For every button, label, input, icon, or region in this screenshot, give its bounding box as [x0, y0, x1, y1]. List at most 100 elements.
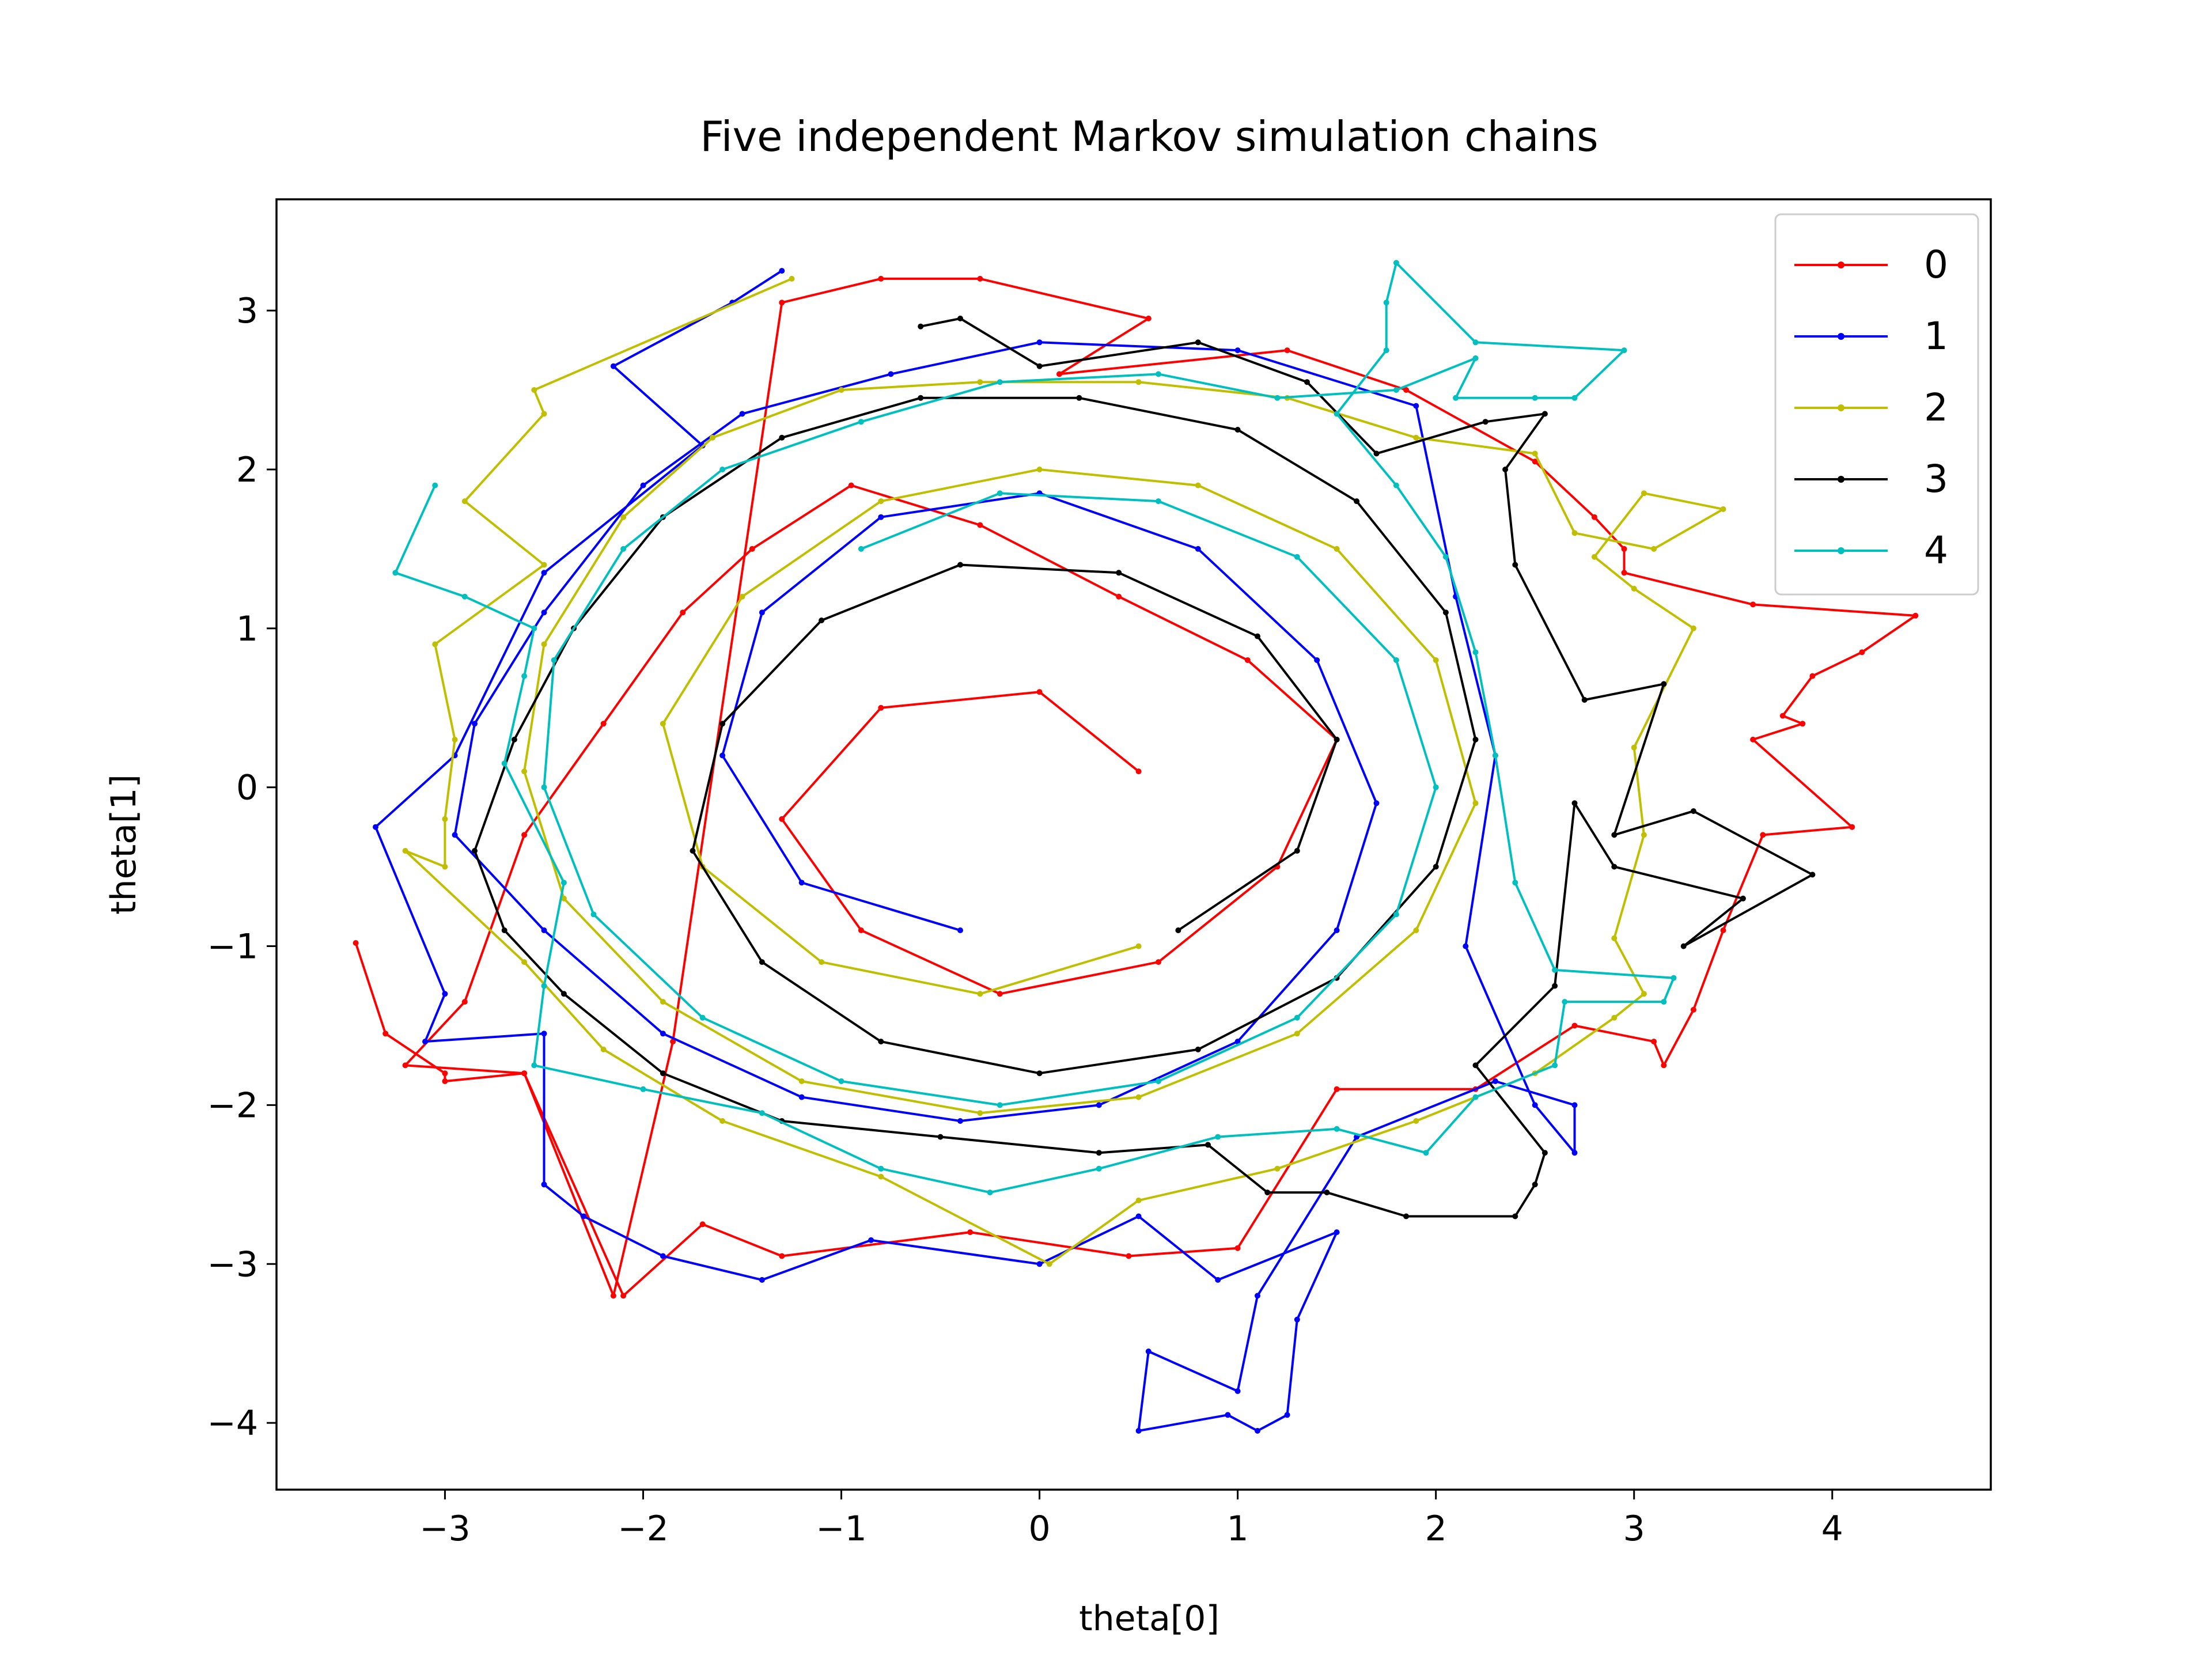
series-1-point: [888, 371, 894, 377]
series-2-point: [819, 959, 825, 965]
series-0-point: [977, 522, 983, 528]
series-4-point: [699, 1014, 706, 1021]
series-3-point: [918, 395, 924, 401]
series-3-point: [1502, 467, 1509, 472]
series-3-point: [719, 721, 726, 727]
series-4-point: [1215, 1134, 1221, 1140]
series-2-point: [600, 1046, 607, 1052]
series-4-point: [1433, 784, 1439, 790]
series-4-point: [1512, 880, 1518, 886]
series-3-point: [918, 323, 924, 329]
chart-title: Five independent Markov simulation chain…: [700, 112, 1598, 161]
series-3-point: [560, 991, 567, 997]
series-4-point: [1661, 999, 1667, 1005]
series-1-point: [452, 832, 458, 838]
series-3-point: [1205, 1142, 1211, 1148]
series-2-point: [977, 379, 983, 385]
series-4-point: [1472, 339, 1479, 346]
series-2-point: [719, 1118, 726, 1124]
series-0-point: [620, 1293, 627, 1299]
series-3-point: [1532, 1181, 1538, 1188]
series-3-point: [1294, 848, 1300, 854]
series-3-point: [1354, 498, 1360, 505]
series-4-point: [1671, 975, 1677, 981]
legend-label-2: 2: [1924, 385, 1948, 430]
series-4-point: [1393, 482, 1399, 488]
series-3-point: [1442, 609, 1449, 616]
series-0-point: [967, 1229, 974, 1236]
series-0-point: [1651, 1039, 1657, 1045]
series-1-point: [640, 482, 646, 488]
series-2-point: [1036, 467, 1043, 472]
series-1-point: [1463, 943, 1469, 949]
series-0-point: [461, 999, 468, 1005]
y-tick-label: −2: [207, 1085, 258, 1126]
series-1-point: [1294, 1316, 1300, 1323]
series-0-point: [779, 300, 785, 306]
series-2-point: [1631, 585, 1637, 592]
series-2-point: [1135, 1197, 1142, 1203]
series-0-point: [1116, 593, 1122, 600]
series-1-point: [798, 880, 805, 886]
series-0-point: [1621, 570, 1627, 576]
series-0-point: [1661, 1062, 1667, 1069]
series-3-point: [1403, 1213, 1410, 1219]
x-tick-label: 0: [1028, 1509, 1050, 1549]
series-0-point: [749, 546, 755, 552]
series-0-point: [521, 1070, 528, 1077]
series-3-point: [690, 848, 696, 854]
series-1-point: [1135, 1427, 1142, 1434]
series-4-point: [1532, 395, 1538, 401]
series-3-point: [1264, 1190, 1271, 1196]
series-0-point: [1720, 927, 1726, 933]
series-2-point: [541, 641, 547, 647]
series-3-point: [1324, 1190, 1330, 1196]
series-1-point: [541, 1031, 547, 1037]
series-4-point: [858, 419, 864, 425]
x-tick-label: 2: [1425, 1509, 1447, 1549]
series-2-point: [432, 641, 438, 647]
series-2-point: [1641, 991, 1647, 997]
series-3-point: [1175, 927, 1181, 933]
series-3-point: [660, 1070, 666, 1077]
series-4-point: [719, 467, 726, 472]
series-1-point: [1145, 1349, 1152, 1354]
series-4-point: [1334, 1126, 1340, 1132]
legend-label-4: 4: [1924, 528, 1948, 573]
series-line-3: [474, 317, 1814, 1218]
series-4-point: [997, 379, 1003, 385]
series-1-point: [957, 927, 963, 933]
x-tick-label: −1: [816, 1509, 866, 1549]
series-3-point: [501, 927, 507, 933]
series-3-point: [1036, 1070, 1043, 1077]
series-4-point: [1294, 554, 1300, 560]
series-1-point: [1571, 1150, 1578, 1156]
series-4-point: [1472, 1094, 1479, 1100]
series-0-point: [1056, 371, 1062, 377]
series-4-point: [1156, 1078, 1161, 1084]
series-0-point: [1126, 1253, 1132, 1259]
series-layer: [353, 260, 1919, 1434]
series-1-point: [1036, 339, 1043, 346]
series-1-point: [541, 609, 547, 616]
series-3-point: [1195, 339, 1201, 346]
series-2-point: [1274, 1165, 1281, 1172]
series-2-point: [660, 999, 666, 1005]
series-4-point: [432, 482, 438, 488]
series-3-point: [511, 736, 517, 743]
series-2-point: [541, 411, 547, 417]
legend-label-1: 1: [1924, 314, 1948, 358]
y-tick-label: 3: [236, 291, 258, 331]
series-2-point: [878, 1173, 884, 1180]
series-0-point: [402, 1062, 408, 1069]
series-0-point: [1244, 657, 1251, 663]
series-1-point: [759, 609, 765, 616]
series-3-point: [1255, 633, 1260, 639]
series-4-point: [541, 784, 547, 790]
legend-marker-0: [1838, 262, 1844, 268]
legend-marker-2: [1838, 404, 1844, 411]
series-3-point: [1581, 697, 1588, 703]
series-2-point: [1611, 935, 1618, 941]
series-0-point: [521, 832, 528, 838]
series-line-0: [354, 277, 1917, 1297]
